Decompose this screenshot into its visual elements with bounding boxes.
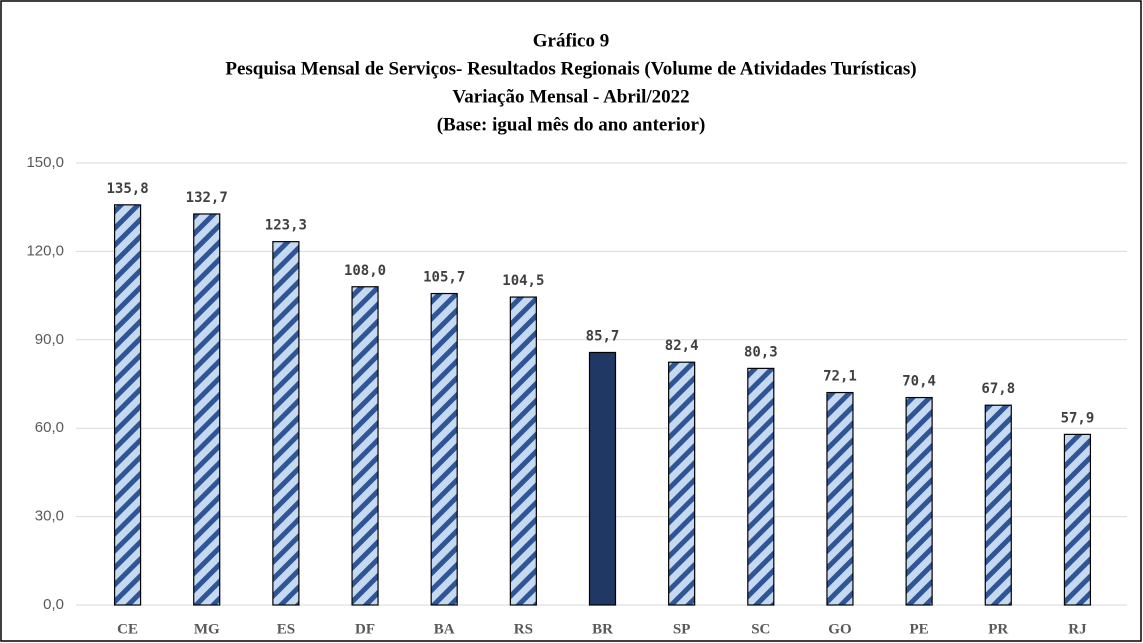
bar	[826, 391, 854, 606]
value-label: 70,4	[902, 374, 936, 390]
value-label: 132,7	[186, 190, 228, 206]
x-tick-label: ES	[277, 621, 295, 637]
x-tick-label: MG	[194, 621, 220, 637]
x-tick-label: RS	[514, 621, 533, 637]
x-tick-label: BR	[592, 621, 613, 637]
y-tick-label: 90,0	[35, 331, 64, 348]
y-tick-label: 150,0	[26, 154, 64, 171]
y-tick-label: 120,0	[26, 242, 64, 259]
bar	[509, 296, 537, 606]
value-label: 85,7	[586, 328, 620, 344]
bar	[588, 351, 617, 606]
value-label: 67,8	[981, 381, 1015, 397]
bar	[747, 367, 775, 606]
x-tick-label: DF	[355, 621, 375, 637]
x-tick-label: SC	[751, 621, 770, 637]
bar	[905, 396, 933, 606]
chart-title: Variação Mensal - Abril/2022	[452, 86, 689, 107]
bar	[351, 286, 379, 606]
bar	[430, 292, 458, 606]
chart-title: Gráfico 9	[533, 30, 610, 51]
x-tick-label: PE	[910, 621, 929, 637]
value-label: 108,0	[344, 263, 386, 279]
bar	[668, 361, 696, 606]
y-tick-label: 30,0	[35, 508, 64, 525]
x-tick-label: RJ	[1068, 621, 1087, 637]
bar	[1063, 433, 1092, 606]
bar	[984, 404, 1012, 606]
value-label: 82,4	[665, 338, 699, 354]
bar	[113, 204, 142, 606]
chart-title: (Base: igual mês do ano anterior)	[437, 114, 706, 135]
value-label: 72,1	[823, 369, 857, 385]
value-label: 135,8	[106, 181, 148, 197]
x-tick-label: BA	[434, 621, 455, 637]
x-tick-label: PR	[988, 621, 1008, 637]
value-label: 57,9	[1061, 410, 1095, 426]
value-label: 123,3	[265, 218, 307, 234]
y-tick-label: 0,0	[43, 596, 64, 613]
y-tick-label: 60,0	[35, 419, 64, 436]
x-tick-label: CE	[117, 621, 138, 637]
value-label: 105,7	[423, 270, 465, 286]
chart-title: Pesquisa Mensal de Serviços- Resultados …	[225, 58, 916, 79]
x-tick-label: GO	[828, 621, 851, 637]
bar	[272, 241, 300, 606]
value-label: 104,5	[502, 273, 544, 289]
value-label: 80,3	[744, 344, 778, 360]
bar	[193, 213, 221, 606]
x-tick-label: SP	[673, 621, 691, 637]
